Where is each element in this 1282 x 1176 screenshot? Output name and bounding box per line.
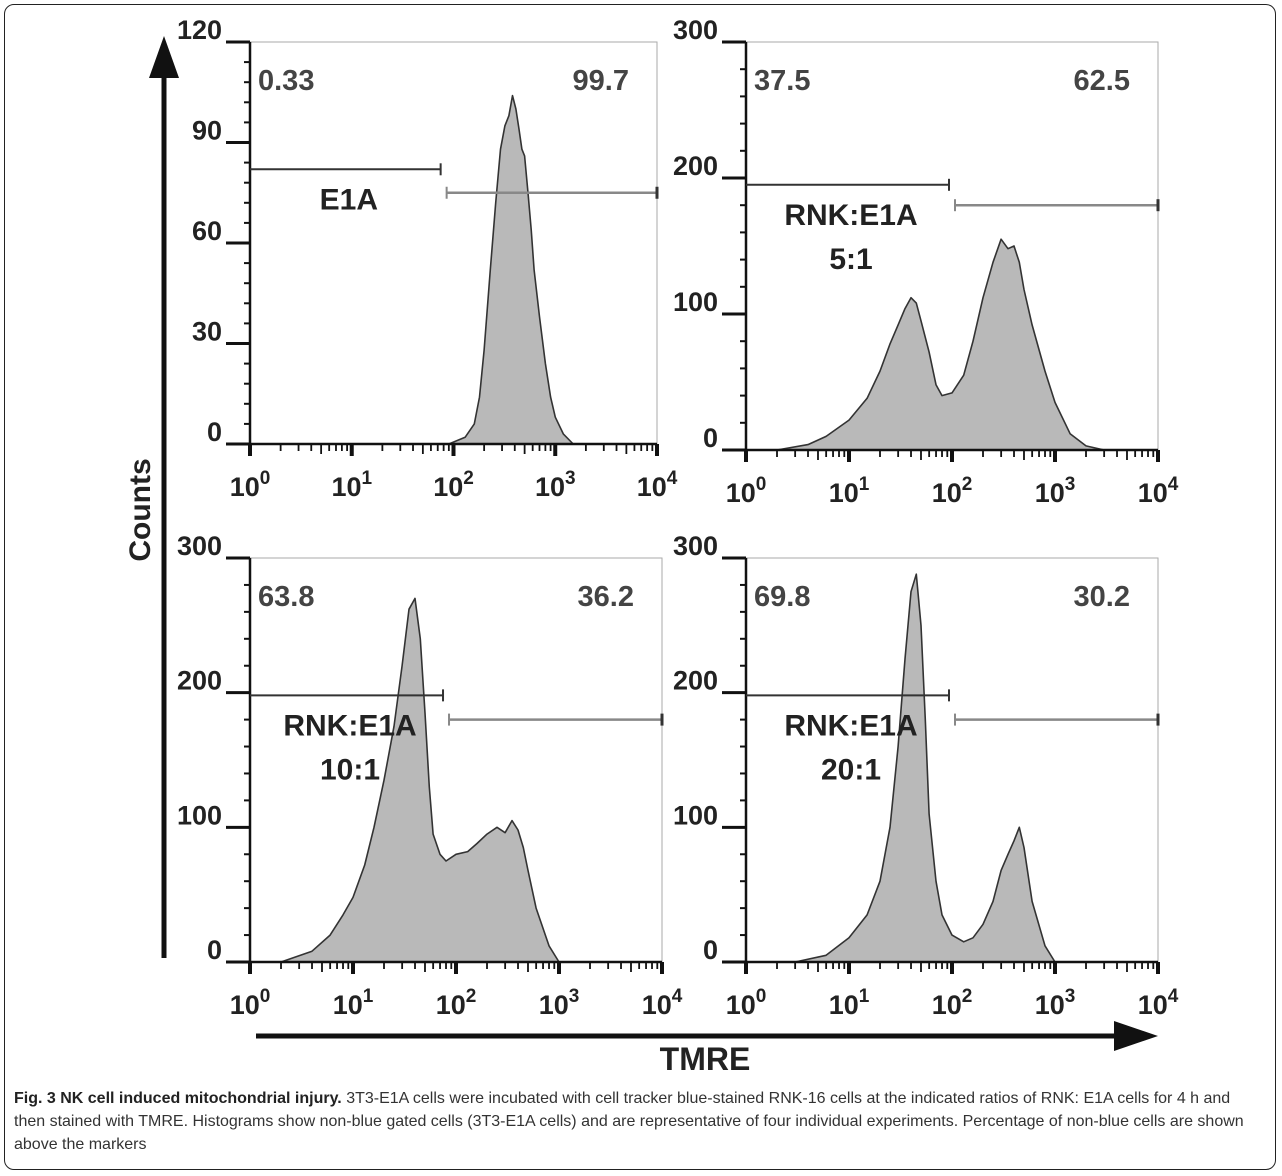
x-axis-arrow-head xyxy=(1114,1021,1158,1051)
x-tick-label: 104 xyxy=(1138,474,1179,508)
histogram-area xyxy=(280,597,560,963)
plot-frame xyxy=(249,41,658,445)
histogram-area xyxy=(794,573,1056,963)
histogram-panel-1: 0 30 60 90 120 100 101 102 103 104 0.33 99.7 E1A xyxy=(177,15,678,502)
x-tick-label: 100 xyxy=(230,468,271,502)
percent-left-label: 69.8 xyxy=(754,581,810,613)
x-tick-label: 103 xyxy=(539,986,580,1020)
y-tick-label: 100 xyxy=(177,800,222,830)
y-tick-label: 200 xyxy=(673,666,718,696)
histogram-area xyxy=(776,238,1105,451)
y-tick-label: 100 xyxy=(673,800,718,830)
caption-title: Fig. 3 NK cell induced mitochondrial inj… xyxy=(14,1090,342,1107)
percent-left-label: 37.5 xyxy=(754,65,810,97)
caption-text: 3T3-E1A cells were incubated with cell t… xyxy=(14,1090,1244,1153)
x-tick-label: 103 xyxy=(1035,474,1076,508)
sample-label: 5:1 xyxy=(829,243,872,276)
x-tick-label: 102 xyxy=(433,468,474,502)
sample-label: E1A xyxy=(320,183,378,216)
x-tick-label: 101 xyxy=(829,986,870,1020)
percent-left-label: 0.33 xyxy=(258,65,314,97)
y-tick-label: 300 xyxy=(673,531,718,561)
figure-caption: Fig. 3 NK cell induced mitochondrial inj… xyxy=(14,1087,1264,1156)
x-tick-label: 103 xyxy=(535,468,576,502)
y-tick-label: 60 xyxy=(192,216,222,246)
figure-frame xyxy=(4,4,1276,1170)
percent-left-label: 63.8 xyxy=(258,581,314,613)
sample-label: 10:1 xyxy=(320,753,380,786)
x-tick-label: 101 xyxy=(829,474,870,508)
x-tick-label: 102 xyxy=(932,986,973,1020)
x-axis-title: TMRE xyxy=(660,1041,751,1077)
sample-label: RNK:E1A xyxy=(283,709,416,742)
sample-label: RNK:E1A xyxy=(784,199,917,232)
y-axis-arrow-head xyxy=(149,36,179,78)
x-tick-label: 104 xyxy=(642,986,683,1020)
x-tick-label: 102 xyxy=(932,474,973,508)
sample-label: 20:1 xyxy=(821,753,881,786)
y-tick-label: 200 xyxy=(673,151,718,181)
histogram-panel-4: 0 100 200 300 100 101 102 103 104 69.8 30.2 RNK:E1A… xyxy=(673,531,1179,1020)
x-tick-label: 101 xyxy=(333,986,374,1020)
flow-cytometry-figure: Counts TMRE 0 30 60 90 120 100 101 102 103 104 0.3… xyxy=(124,15,1179,1077)
y-axis-title: Counts xyxy=(124,458,157,561)
x-tick-label: 104 xyxy=(1138,986,1179,1020)
x-tick-label: 101 xyxy=(331,468,372,502)
y-tick-label: 200 xyxy=(177,666,222,696)
x-tick-label: 104 xyxy=(637,468,678,502)
plot-frame xyxy=(745,41,1159,451)
y-tick-label: 30 xyxy=(192,317,222,347)
percent-right-label: 30.2 xyxy=(1074,581,1130,613)
percent-right-label: 99.7 xyxy=(573,65,629,97)
y-tick-label: 0 xyxy=(207,935,222,965)
plot-frame xyxy=(745,557,1159,963)
sample-label: RNK:E1A xyxy=(784,709,917,742)
percent-right-label: 36.2 xyxy=(578,581,634,613)
y-tick-label: 100 xyxy=(673,287,718,317)
y-tick-label: 0 xyxy=(703,935,718,965)
percent-right-label: 62.5 xyxy=(1074,65,1130,97)
histogram-panel-3: 0 100 200 300 100 101 102 103 104 63.8 36.2 RNK:E1A… xyxy=(177,531,683,1020)
y-tick-label: 0 xyxy=(207,417,222,447)
y-tick-label: 120 xyxy=(177,15,222,45)
histogram-panel-2: 0 100 200 300 100 101 102 103 104 37.5 62.5 RNK:E1A… xyxy=(673,15,1179,508)
axis-arrows: Counts TMRE xyxy=(124,36,1158,1077)
histogram-area xyxy=(448,94,574,445)
y-tick-label: 300 xyxy=(673,15,718,45)
x-tick-label: 100 xyxy=(230,986,271,1020)
y-tick-label: 300 xyxy=(177,531,222,561)
x-tick-label: 100 xyxy=(726,474,767,508)
x-tick-label: 102 xyxy=(436,986,477,1020)
x-tick-label: 103 xyxy=(1035,986,1076,1020)
y-tick-label: 90 xyxy=(192,116,222,146)
x-tick-label: 100 xyxy=(726,986,767,1020)
y-tick-label: 0 xyxy=(703,423,718,453)
